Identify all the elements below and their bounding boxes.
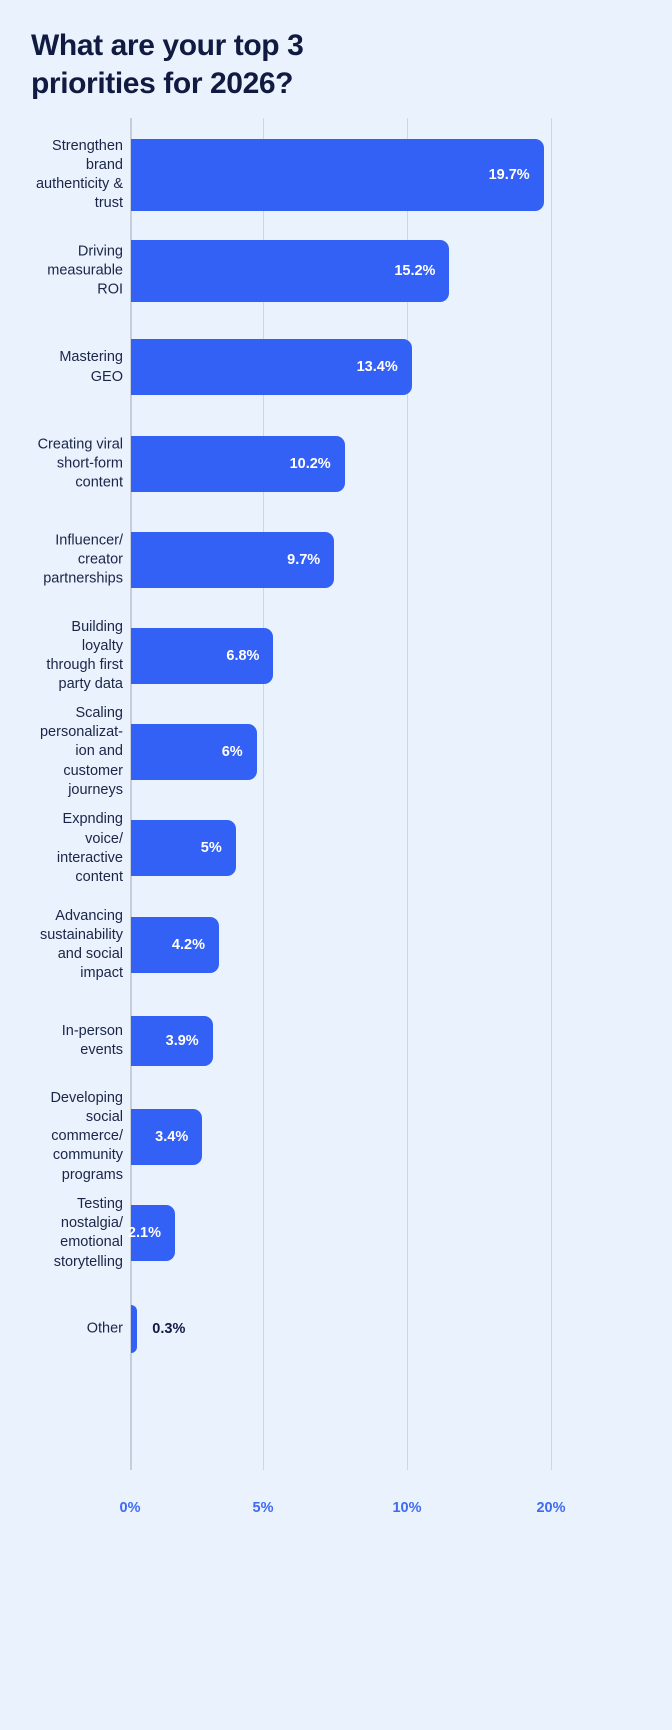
bar-container[interactable]: 15.2% bbox=[131, 240, 450, 303]
category-label: Creating viral short-form content bbox=[37, 435, 123, 491]
bar[interactable]: 6.8% bbox=[131, 628, 274, 684]
bar[interactable]: 13.4% bbox=[131, 339, 412, 396]
bar-container[interactable]: 2.1% bbox=[127, 1205, 175, 1262]
bar-value-label: 15.2% bbox=[394, 263, 436, 280]
bar[interactable]: 3.4% bbox=[131, 1109, 203, 1165]
bar[interactable]: 0.3% bbox=[131, 1305, 185, 1354]
bar[interactable]: 15.2% bbox=[131, 240, 450, 303]
axis-baseline bbox=[130, 118, 132, 1470]
category-label: Influencer/ creator partnerships bbox=[43, 532, 123, 587]
bar-value-label: 10.2% bbox=[289, 455, 331, 472]
bar-row: Advancing sustainability and social impa… bbox=[0, 900, 672, 990]
bar-row: Strengthen brand authenticity & trust 19.… bbox=[0, 130, 672, 220]
x-tick-label: 5% bbox=[252, 1500, 274, 1516]
bar-row: Scaling personalizat- ion and customer j… bbox=[0, 705, 672, 798]
bar-container[interactable]: 3.9% bbox=[131, 1015, 213, 1066]
bar-value-label: 2.1% bbox=[127, 1225, 161, 1242]
bar[interactable]: 2.1% bbox=[127, 1205, 175, 1262]
category-label: Building loyalty through first party dat… bbox=[46, 618, 123, 693]
bar-container[interactable]: 3.4% bbox=[131, 1109, 203, 1165]
bar-value-label: 19.7% bbox=[488, 167, 530, 183]
bar-row: Developing social commerce/ community pr… bbox=[0, 1090, 672, 1183]
bar[interactable]: 6% bbox=[131, 724, 257, 781]
bar-container[interactable]: 0.3% bbox=[131, 1305, 185, 1354]
bar-value-label: 9.7% bbox=[287, 551, 321, 568]
bar-value-label: 4.2% bbox=[171, 936, 205, 953]
bar-row: Creating viral short-form content 10.2% bbox=[0, 419, 672, 509]
category-label: Mastering GEO bbox=[59, 349, 123, 385]
bar-row: Testing nostalgia/ emotional storytellin… bbox=[0, 1188, 672, 1278]
bar-container[interactable]: 6% bbox=[131, 724, 257, 781]
bar-value-label: 5% bbox=[200, 840, 222, 857]
bar-container[interactable]: 13.4% bbox=[131, 339, 412, 396]
x-tick-label: 0% bbox=[119, 1500, 141, 1516]
bar-container[interactable]: 10.2% bbox=[131, 435, 345, 492]
bar-container[interactable]: 6.8% bbox=[131, 628, 274, 684]
bar-value-label: 0.3% bbox=[152, 1321, 186, 1338]
bar[interactable]: 5% bbox=[131, 820, 236, 877]
gridline-10 bbox=[407, 118, 408, 1470]
bar-container[interactable]: 19.7% bbox=[131, 139, 544, 211]
bar[interactable]: 4.2% bbox=[131, 916, 219, 973]
category-label: Strengthen brand authenticity & trust bbox=[35, 137, 123, 212]
bar-container[interactable]: 9.7% bbox=[131, 531, 335, 588]
plot-area: Strengthen brand authenticity & trust 19.… bbox=[0, 118, 672, 1470]
bar-value-label: 13.4% bbox=[356, 359, 398, 376]
category-label: In-person events bbox=[61, 1022, 123, 1058]
bar-value-label: 6% bbox=[221, 744, 243, 761]
page-title: What are your top 3 priorities for 2026? bbox=[31, 29, 304, 100]
bar-row: Building loyalty through first party dat… bbox=[0, 611, 672, 701]
x-axis-ticks: 0% 5% 10% 20% bbox=[0, 1500, 672, 1540]
bar-value-label: 3.9% bbox=[165, 1032, 199, 1049]
bar-value-label: 6.8% bbox=[226, 648, 260, 664]
bar-row: Driving measurable ROI 15.2% bbox=[0, 226, 672, 316]
x-tick-label: 20% bbox=[536, 1500, 566, 1516]
category-label: Expnding voice/ interactive content bbox=[56, 811, 123, 885]
bar-container[interactable]: 4.2% bbox=[131, 916, 219, 973]
bar-value-label: 3.4% bbox=[155, 1129, 189, 1145]
bar-row: Mastering GEO 13.4% bbox=[0, 322, 672, 412]
bar[interactable]: 3.9% bbox=[131, 1015, 213, 1066]
category-label: Developing social commerce/ community pr… bbox=[50, 1090, 123, 1183]
bar-row: Other 0.3% bbox=[0, 1284, 672, 1374]
bar-container[interactable]: 5% bbox=[131, 820, 236, 877]
bar-row: In-person events 3.9% bbox=[0, 996, 672, 1086]
category-label: Driving measurable ROI bbox=[47, 243, 123, 298]
bar[interactable]: 19.7% bbox=[131, 139, 544, 211]
gridline-20 bbox=[551, 118, 552, 1470]
bar[interactable]: 10.2% bbox=[131, 435, 345, 492]
gridline-5 bbox=[263, 118, 264, 1470]
category-label: Advancing sustainability and social impa… bbox=[39, 907, 123, 981]
category-label: Other bbox=[86, 1320, 123, 1337]
category-label: Testing nostalgia/ emotional storytellin… bbox=[53, 1195, 123, 1270]
bar[interactable]: 9.7% bbox=[131, 531, 335, 588]
bar-row: Expnding voice/ interactive content 5% bbox=[0, 803, 672, 893]
category-label: Scaling personalizat- ion and customer j… bbox=[39, 705, 123, 798]
x-tick-label: 10% bbox=[392, 1500, 422, 1516]
bar-row: Influencer/ creator partnerships 9.7% bbox=[0, 515, 672, 605]
